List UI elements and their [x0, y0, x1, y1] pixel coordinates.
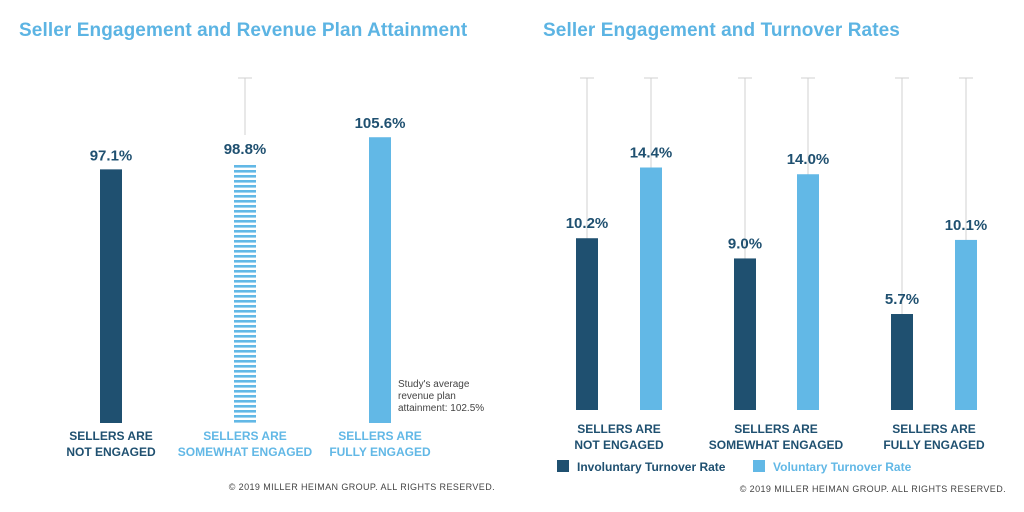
legend-label: Involuntary Turnover Rate	[577, 460, 726, 474]
bar	[369, 137, 391, 423]
bar	[955, 239, 977, 410]
turnover-chart: 10.2% 9.0% 5.7% 14.4% 14.0% 10.1% SELLERS ARE N…	[557, 77, 1006, 494]
data-label: 97.1%	[90, 147, 133, 164]
bar	[734, 258, 756, 410]
data-label: 10.1%	[945, 217, 988, 234]
category-label: SELLERS ARE	[734, 422, 818, 436]
category-label: NOT ENGAGED	[66, 445, 156, 459]
chart-title-turnover: Seller Engagement and Turnover Rates	[543, 20, 900, 41]
revenue-chart: 97.1% SELLERS ARE NOT ENGAGED 98.8% SELLERS …	[66, 77, 495, 492]
category-label: SELLERS ARE	[577, 422, 661, 436]
data-label: 105.6%	[355, 115, 406, 132]
legend-swatch	[753, 460, 765, 472]
data-label: 14.0%	[787, 151, 830, 168]
bar	[891, 314, 913, 410]
data-label: 98.8%	[224, 141, 267, 158]
copyright-text: © 2019 MILLER HEIMAN GROUP. ALL RIGHTS R…	[740, 484, 1006, 494]
annotation-text: revenue plan	[398, 391, 456, 402]
category-label: SOMEWHAT ENGAGED	[709, 438, 844, 452]
bar	[234, 162, 256, 423]
annotation-text: attainment: 102.5%	[398, 403, 484, 414]
data-label: 5.7%	[885, 291, 919, 308]
category-label: FULLY ENGAGED	[883, 438, 985, 452]
category-label: SELLERS ARE	[69, 429, 153, 443]
category-label: SELLERS ARE	[203, 429, 287, 443]
data-label: 10.2%	[566, 215, 609, 232]
category-label: SELLERS ARE	[338, 429, 422, 443]
category-label: SOMEWHAT ENGAGED	[178, 445, 313, 459]
legend-swatch	[557, 460, 569, 472]
legend-label: Voluntary Turnover Rate	[773, 460, 912, 474]
annotation-text: Study's average	[398, 379, 470, 390]
copyright-text: © 2019 MILLER HEIMAN GROUP. ALL RIGHTS R…	[229, 482, 495, 492]
data-label: 9.0%	[728, 235, 762, 252]
bar	[100, 169, 122, 423]
bar	[797, 174, 819, 410]
category-label: SELLERS ARE	[892, 422, 976, 436]
bar	[640, 167, 662, 410]
chart-title-revenue: Seller Engagement and Revenue Plan Attai…	[19, 20, 468, 41]
data-label: 14.4%	[630, 145, 673, 162]
category-label: NOT ENGAGED	[574, 438, 664, 452]
bar	[576, 238, 598, 410]
category-label: FULLY ENGAGED	[329, 445, 431, 459]
